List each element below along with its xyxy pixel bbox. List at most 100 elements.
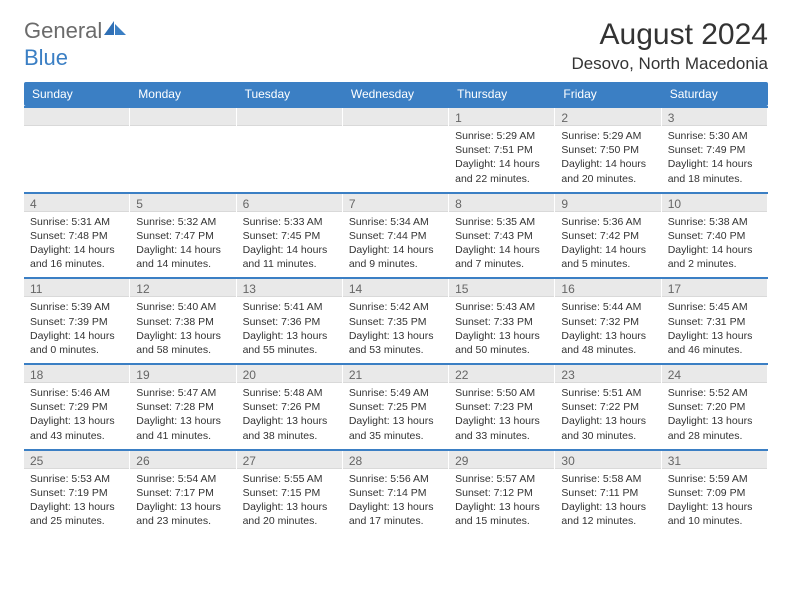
sunset-text: Sunset: 7:09 PM [668, 486, 761, 500]
sunrise-text: Sunrise: 5:39 AM [30, 300, 123, 314]
day-cell: 7Sunrise: 5:34 AMSunset: 7:44 PMDaylight… [343, 194, 449, 278]
day-cell: 24Sunrise: 5:52 AMSunset: 7:20 PMDayligh… [662, 365, 768, 449]
day-cell: 28Sunrise: 5:56 AMSunset: 7:14 PMDayligh… [343, 451, 449, 535]
sunrise-text: Sunrise: 5:48 AM [243, 386, 336, 400]
day-cell: 4Sunrise: 5:31 AMSunset: 7:48 PMDaylight… [24, 194, 130, 278]
daylight-text: Daylight: 13 hours and 35 minutes. [349, 414, 442, 442]
day-body: Sunrise: 5:51 AMSunset: 7:22 PMDaylight:… [555, 383, 660, 449]
weekday-sunday: Sunday [24, 82, 130, 106]
sunset-text: Sunset: 7:44 PM [349, 229, 442, 243]
sunrise-text: Sunrise: 5:42 AM [349, 300, 442, 314]
weekday-saturday: Saturday [662, 82, 768, 106]
sunrise-text: Sunrise: 5:49 AM [349, 386, 442, 400]
day-cell: 18Sunrise: 5:46 AMSunset: 7:29 PMDayligh… [24, 365, 130, 449]
sunset-text: Sunset: 7:47 PM [136, 229, 229, 243]
day-body: Sunrise: 5:38 AMSunset: 7:40 PMDaylight:… [662, 212, 767, 278]
sunrise-text: Sunrise: 5:32 AM [136, 215, 229, 229]
day-body: Sunrise: 5:46 AMSunset: 7:29 PMDaylight:… [24, 383, 129, 449]
sunrise-text: Sunrise: 5:47 AM [136, 386, 229, 400]
day-number [237, 108, 342, 126]
sunrise-text: Sunrise: 5:31 AM [30, 215, 123, 229]
day-number: 13 [237, 279, 342, 297]
day-number: 10 [662, 194, 767, 212]
day-body: Sunrise: 5:48 AMSunset: 7:26 PMDaylight:… [237, 383, 342, 449]
day-body: Sunrise: 5:40 AMSunset: 7:38 PMDaylight:… [130, 297, 235, 363]
day-cell: 30Sunrise: 5:58 AMSunset: 7:11 PMDayligh… [555, 451, 661, 535]
sunrise-text: Sunrise: 5:52 AM [668, 386, 761, 400]
sunset-text: Sunset: 7:49 PM [668, 143, 761, 157]
day-number: 17 [662, 279, 767, 297]
weekday-header-row: Sunday Monday Tuesday Wednesday Thursday… [24, 82, 768, 106]
day-cell: 3Sunrise: 5:30 AMSunset: 7:49 PMDaylight… [662, 108, 768, 192]
sunrise-text: Sunrise: 5:46 AM [30, 386, 123, 400]
day-body: Sunrise: 5:42 AMSunset: 7:35 PMDaylight:… [343, 297, 448, 363]
week-row: 1Sunrise: 5:29 AMSunset: 7:51 PMDaylight… [24, 106, 768, 192]
daylight-text: Daylight: 13 hours and 28 minutes. [668, 414, 761, 442]
day-body: Sunrise: 5:56 AMSunset: 7:14 PMDaylight:… [343, 469, 448, 535]
daylight-text: Daylight: 13 hours and 10 minutes. [668, 500, 761, 528]
daylight-text: Daylight: 13 hours and 46 minutes. [668, 329, 761, 357]
day-number: 4 [24, 194, 129, 212]
day-number: 5 [130, 194, 235, 212]
day-cell: 23Sunrise: 5:51 AMSunset: 7:22 PMDayligh… [555, 365, 661, 449]
sunrise-text: Sunrise: 5:44 AM [561, 300, 654, 314]
day-number: 27 [237, 451, 342, 469]
day-cell: 31Sunrise: 5:59 AMSunset: 7:09 PMDayligh… [662, 451, 768, 535]
day-number: 26 [130, 451, 235, 469]
sunset-text: Sunset: 7:31 PM [668, 315, 761, 329]
logo: General Blue [24, 18, 126, 71]
sunrise-text: Sunrise: 5:54 AM [136, 472, 229, 486]
day-cell: 16Sunrise: 5:44 AMSunset: 7:32 PMDayligh… [555, 279, 661, 363]
day-body: Sunrise: 5:49 AMSunset: 7:25 PMDaylight:… [343, 383, 448, 449]
day-cell: 1Sunrise: 5:29 AMSunset: 7:51 PMDaylight… [449, 108, 555, 192]
sunset-text: Sunset: 7:25 PM [349, 400, 442, 414]
day-body: Sunrise: 5:29 AMSunset: 7:50 PMDaylight:… [555, 126, 660, 192]
day-body: Sunrise: 5:39 AMSunset: 7:39 PMDaylight:… [24, 297, 129, 363]
sunset-text: Sunset: 7:39 PM [30, 315, 123, 329]
daylight-text: Daylight: 14 hours and 2 minutes. [668, 243, 761, 271]
daylight-text: Daylight: 13 hours and 20 minutes. [243, 500, 336, 528]
day-cell: 21Sunrise: 5:49 AMSunset: 7:25 PMDayligh… [343, 365, 449, 449]
sunset-text: Sunset: 7:36 PM [243, 315, 336, 329]
day-number: 3 [662, 108, 767, 126]
sunset-text: Sunset: 7:35 PM [349, 315, 442, 329]
sunrise-text: Sunrise: 5:58 AM [561, 472, 654, 486]
month-title: August 2024 [571, 18, 768, 52]
day-number [130, 108, 235, 126]
daylight-text: Daylight: 14 hours and 9 minutes. [349, 243, 442, 271]
day-number: 6 [237, 194, 342, 212]
day-body: Sunrise: 5:47 AMSunset: 7:28 PMDaylight:… [130, 383, 235, 449]
day-body: Sunrise: 5:30 AMSunset: 7:49 PMDaylight:… [662, 126, 767, 192]
day-cell: 17Sunrise: 5:45 AMSunset: 7:31 PMDayligh… [662, 279, 768, 363]
daylight-text: Daylight: 13 hours and 23 minutes. [136, 500, 229, 528]
week-row: 18Sunrise: 5:46 AMSunset: 7:29 PMDayligh… [24, 363, 768, 449]
daylight-text: Daylight: 13 hours and 55 minutes. [243, 329, 336, 357]
daylight-text: Daylight: 14 hours and 7 minutes. [455, 243, 548, 271]
weeks-container: 1Sunrise: 5:29 AMSunset: 7:51 PMDaylight… [24, 106, 768, 534]
day-number [343, 108, 448, 126]
daylight-text: Daylight: 13 hours and 50 minutes. [455, 329, 548, 357]
day-number: 1 [449, 108, 554, 126]
day-cell: 15Sunrise: 5:43 AMSunset: 7:33 PMDayligh… [449, 279, 555, 363]
day-number: 2 [555, 108, 660, 126]
sunset-text: Sunset: 7:45 PM [243, 229, 336, 243]
sunrise-text: Sunrise: 5:33 AM [243, 215, 336, 229]
day-body: Sunrise: 5:41 AMSunset: 7:36 PMDaylight:… [237, 297, 342, 363]
day-body: Sunrise: 5:52 AMSunset: 7:20 PMDaylight:… [662, 383, 767, 449]
calendar: Sunday Monday Tuesday Wednesday Thursday… [24, 82, 768, 534]
sunset-text: Sunset: 7:43 PM [455, 229, 548, 243]
day-body: Sunrise: 5:33 AMSunset: 7:45 PMDaylight:… [237, 212, 342, 278]
day-cell: 5Sunrise: 5:32 AMSunset: 7:47 PMDaylight… [130, 194, 236, 278]
sunrise-text: Sunrise: 5:56 AM [349, 472, 442, 486]
daylight-text: Daylight: 13 hours and 41 minutes. [136, 414, 229, 442]
day-body: Sunrise: 5:45 AMSunset: 7:31 PMDaylight:… [662, 297, 767, 363]
day-cell: 9Sunrise: 5:36 AMSunset: 7:42 PMDaylight… [555, 194, 661, 278]
day-body: Sunrise: 5:54 AMSunset: 7:17 PMDaylight:… [130, 469, 235, 535]
sunset-text: Sunset: 7:19 PM [30, 486, 123, 500]
logo-text-part1: General [24, 18, 102, 43]
daylight-text: Daylight: 13 hours and 15 minutes. [455, 500, 548, 528]
day-body: Sunrise: 5:43 AMSunset: 7:33 PMDaylight:… [449, 297, 554, 363]
daylight-text: Daylight: 14 hours and 11 minutes. [243, 243, 336, 271]
day-body: Sunrise: 5:36 AMSunset: 7:42 PMDaylight:… [555, 212, 660, 278]
sunrise-text: Sunrise: 5:45 AM [668, 300, 761, 314]
